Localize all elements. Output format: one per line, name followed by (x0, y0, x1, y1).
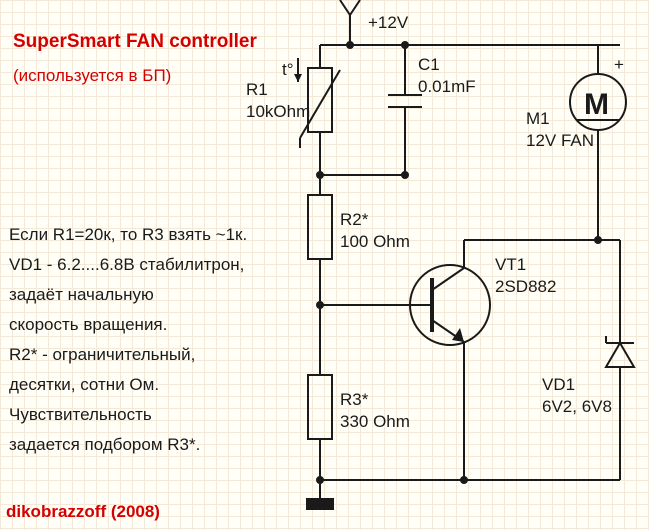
schematic-canvas: SuperSmart FAN controller (используется … (0, 0, 649, 530)
circuit-wires (0, 0, 649, 530)
